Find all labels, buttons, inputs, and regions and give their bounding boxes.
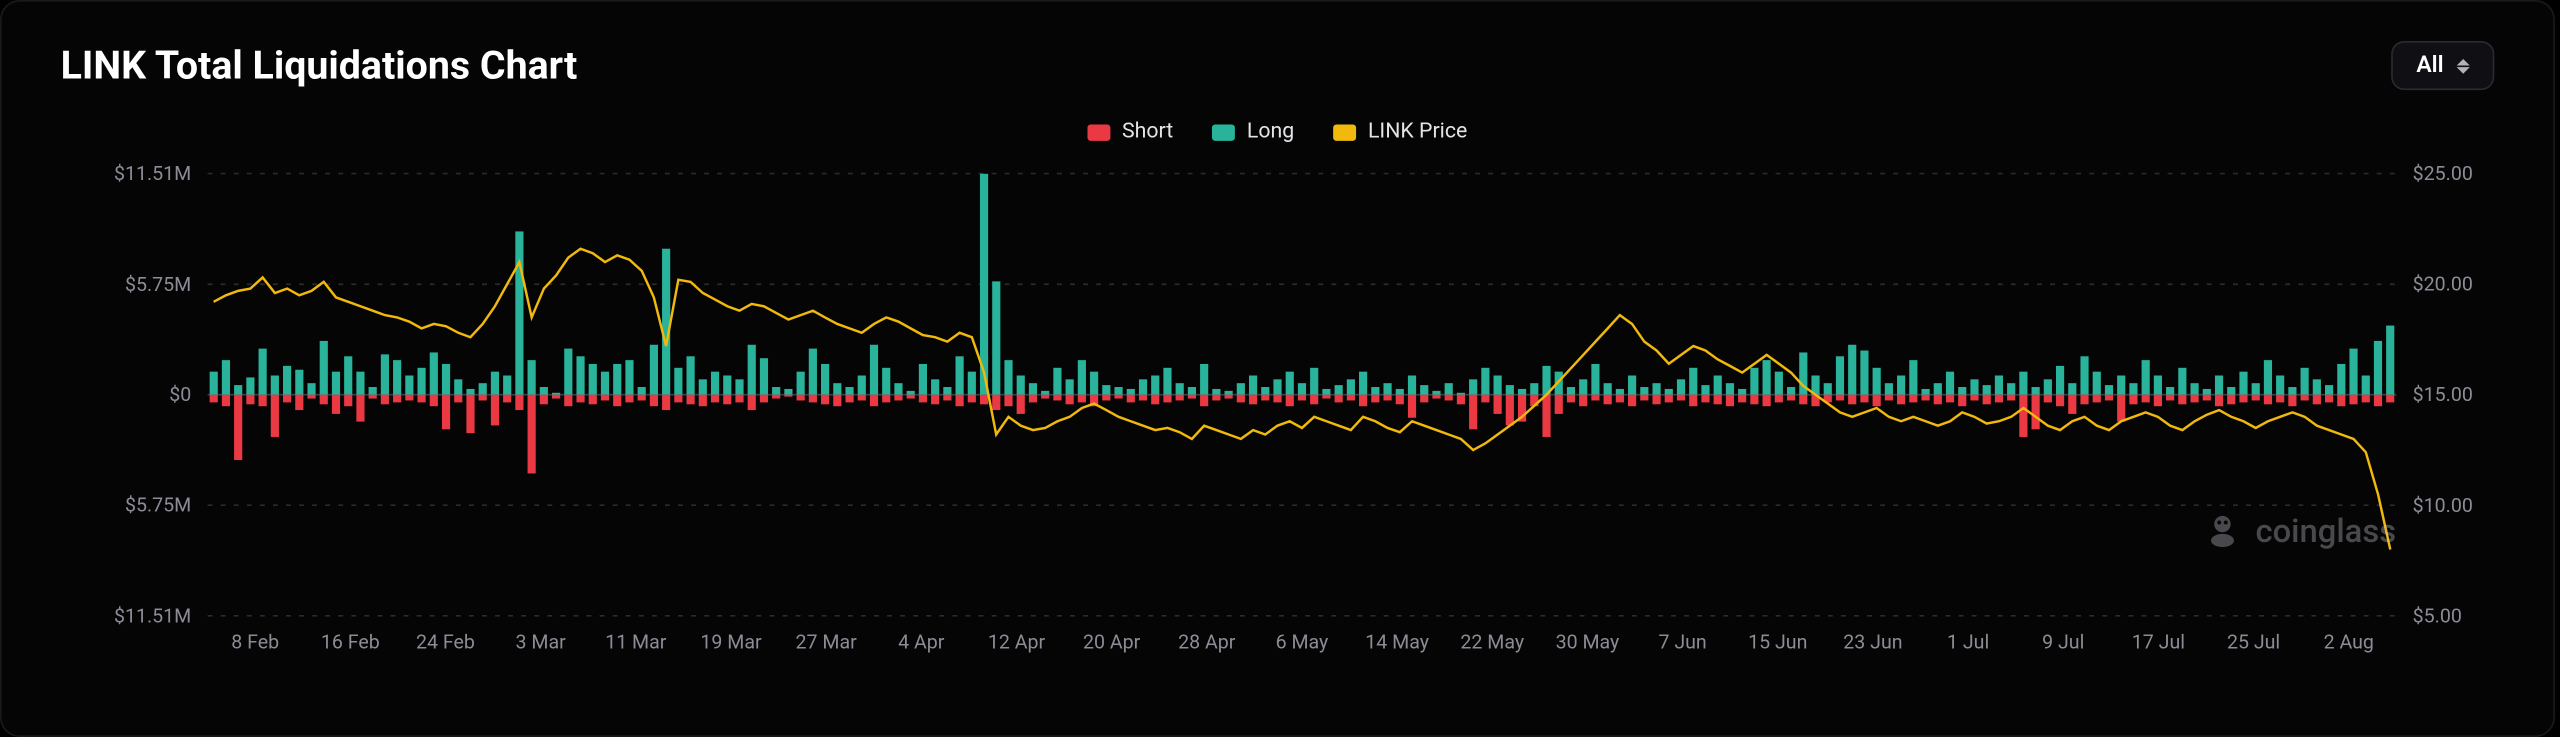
- svg-text:25 Jul: 25 Jul: [2227, 631, 2280, 654]
- svg-text:23 Jun: 23 Jun: [1843, 631, 1902, 654]
- svg-text:$5.00: $5.00: [2413, 604, 2462, 627]
- svg-text:$5.75M: $5.75M: [125, 273, 191, 296]
- svg-text:$20.00: $20.00: [2413, 273, 2473, 296]
- svg-text:9 Jul: 9 Jul: [2042, 631, 2084, 654]
- chart-header: LINK Total Liquidations Chart All: [61, 41, 2495, 90]
- svg-text:1 Jul: 1 Jul: [1947, 631, 1989, 654]
- chart-title: LINK Total Liquidations Chart: [61, 43, 578, 89]
- legend-price-label: LINK Price: [1368, 120, 1467, 145]
- svg-text:11 Mar: 11 Mar: [605, 631, 667, 654]
- legend-long-swatch: [1213, 124, 1236, 140]
- legend-long[interactable]: Long: [1213, 120, 1295, 145]
- svg-text:$5.75M: $5.75M: [125, 494, 191, 517]
- legend-price[interactable]: LINK Price: [1334, 120, 1468, 145]
- svg-text:27 Mar: 27 Mar: [796, 631, 858, 654]
- svg-text:$25.00: $25.00: [2413, 162, 2473, 185]
- svg-text:19 Mar: 19 Mar: [700, 631, 762, 654]
- svg-text:3 Mar: 3 Mar: [516, 631, 567, 654]
- svg-text:6 May: 6 May: [1276, 631, 1329, 654]
- updown-icon: [2457, 58, 2470, 73]
- svg-text:12 Apr: 12 Apr: [988, 631, 1046, 654]
- svg-text:22 May: 22 May: [1460, 631, 1524, 654]
- svg-text:$15.00: $15.00: [2413, 383, 2473, 406]
- svg-text:7 Jun: 7 Jun: [1658, 631, 1706, 654]
- legend-short-label: Short: [1122, 120, 1173, 145]
- range-selector-label: All: [2416, 52, 2443, 78]
- svg-text:$0: $0: [169, 383, 191, 406]
- svg-text:$11.51M: $11.51M: [114, 162, 191, 185]
- range-selector[interactable]: All: [2392, 41, 2495, 90]
- svg-text:16 Feb: 16 Feb: [321, 631, 380, 654]
- legend-short[interactable]: Short: [1088, 120, 1174, 145]
- chart-card: LINK Total Liquidations Chart All Short …: [0, 0, 2555, 737]
- svg-text:14 May: 14 May: [1365, 631, 1429, 654]
- svg-text:20 Apr: 20 Apr: [1083, 631, 1141, 654]
- legend-price-swatch: [1334, 124, 1357, 140]
- svg-text:4 Apr: 4 Apr: [898, 631, 945, 654]
- svg-text:24 Feb: 24 Feb: [416, 631, 475, 654]
- chart-legend: Short Long LINK Price: [61, 120, 2495, 145]
- chart-svg: $11.51M $5.75M $0 $5.75M $11.51M $25.00 $20.00…: [61, 157, 2495, 665]
- svg-text:8 Feb: 8 Feb: [231, 631, 279, 654]
- svg-text:30 May: 30 May: [1556, 631, 1620, 654]
- legend-short-swatch: [1088, 124, 1111, 140]
- legend-long-label: Long: [1247, 120, 1294, 145]
- svg-text:17 Jul: 17 Jul: [2132, 631, 2185, 654]
- chart-plot[interactable]: $11.51M $5.75M $0 $5.75M $11.51M $25.00 $20.00…: [61, 157, 2495, 665]
- svg-text:$11.51M: $11.51M: [114, 604, 191, 627]
- svg-text:2 Aug: 2 Aug: [2324, 631, 2374, 654]
- svg-text:15 Jun: 15 Jun: [1748, 631, 1807, 654]
- svg-text:$10.00: $10.00: [2413, 494, 2473, 517]
- svg-text:28 Apr: 28 Apr: [1178, 631, 1236, 654]
